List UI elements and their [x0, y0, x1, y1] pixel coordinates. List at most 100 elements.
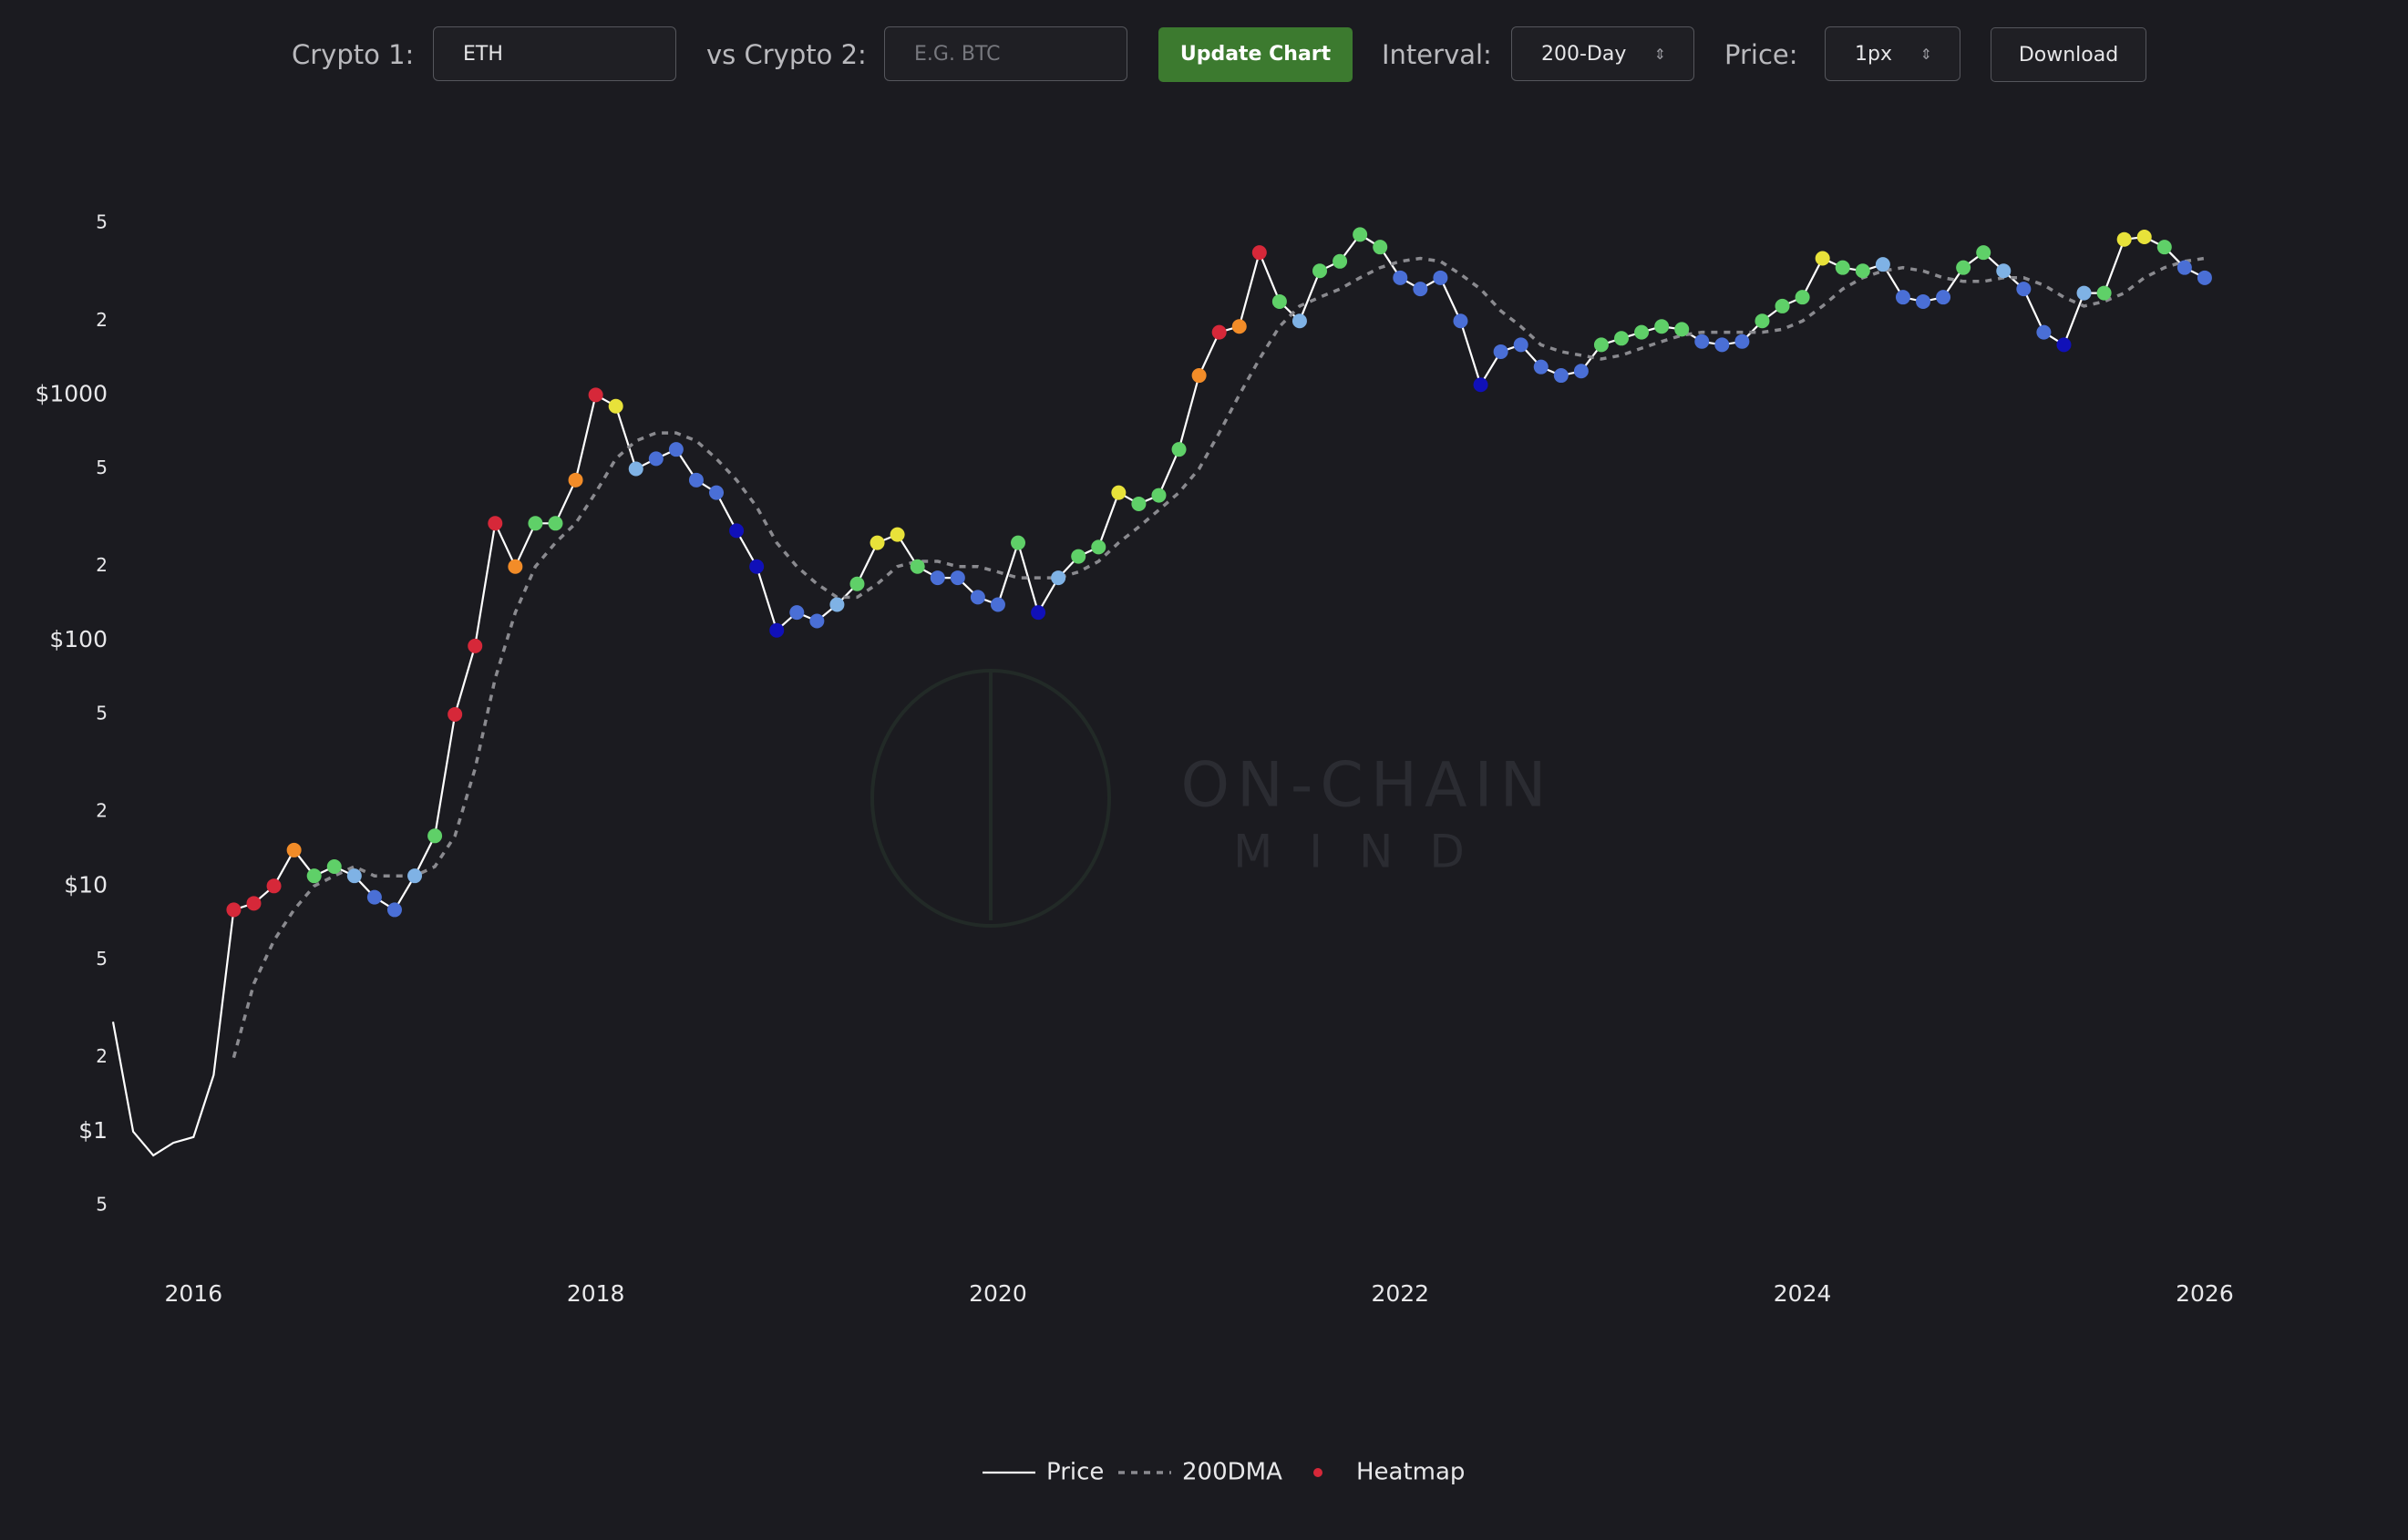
- y-tick-label: $1: [78, 1117, 108, 1144]
- heatmap-dot: [870, 535, 885, 550]
- legend-label: 200DMA: [1182, 1459, 1282, 1486]
- heatmap-dot: [1654, 319, 1670, 334]
- y-tick-label: 5: [96, 702, 108, 724]
- heatmap-dot: [1815, 251, 1830, 266]
- y-tick-label: 5: [96, 457, 108, 478]
- heatmap-dot: [729, 523, 745, 539]
- heatmap-dot: [910, 559, 925, 574]
- heatmap-dot: [1091, 539, 1106, 555]
- watermark-text: MIND: [1233, 826, 1501, 878]
- heatmap-dot: [1151, 488, 1167, 503]
- heatmap-dot: [427, 828, 443, 844]
- heatmap-dot: [1996, 263, 2012, 279]
- select-arrow: ⇕: [1919, 46, 1932, 63]
- price-select[interactable]: 1px ⇕: [1825, 26, 1960, 81]
- heatmap-dot: [1513, 337, 1528, 353]
- heatmap-dot: [628, 461, 643, 477]
- heatmap-dot: [386, 902, 402, 918]
- heatmap-dot: [2176, 260, 2192, 275]
- heatmap-dot: [1573, 364, 1589, 379]
- heatmap-dot: [1956, 260, 1971, 275]
- heatmap-dot: [769, 622, 785, 638]
- y-tick-label: $100: [49, 626, 108, 652]
- watermark-text: ON-CHAIN: [1181, 750, 1554, 822]
- heatmap-dot: [1333, 253, 1348, 269]
- heatmap-dot: [306, 868, 322, 884]
- heatmap-dot: [346, 868, 362, 884]
- heatmap-dot: [2056, 337, 2072, 353]
- heatmap-dot: [1373, 240, 1388, 255]
- heatmap-dot: [668, 442, 684, 457]
- heatmap-dot: [1855, 263, 1870, 279]
- heatmap-dot: [1755, 313, 1770, 329]
- download-button[interactable]: Download: [1991, 27, 2146, 82]
- heatmap-dot: [1593, 337, 1609, 353]
- heatmap-dot: [1674, 322, 1690, 337]
- heatmap-dot: [1493, 344, 1508, 359]
- heatmap-dot: [508, 559, 523, 574]
- heatmap-dot: [1131, 496, 1147, 511]
- heatmap-dot: [1795, 290, 1810, 305]
- select-value: 200-Day: [1541, 43, 1627, 66]
- heatmap-dot: [1191, 368, 1207, 384]
- heatmap-dot: [1011, 535, 1026, 550]
- interval-select[interactable]: 200-Day ⇕: [1511, 26, 1694, 81]
- heatmap-dot: [1895, 290, 1910, 305]
- heatmap-dot: [266, 878, 282, 894]
- heatmap-dot: [448, 706, 463, 722]
- y-tick-label: 5: [96, 948, 108, 970]
- x-tick-label: 2016: [164, 1280, 222, 1307]
- heatmap-dot: [1916, 293, 1931, 309]
- heatmap-dot: [1031, 605, 1046, 621]
- y-tick-label: 2: [96, 800, 108, 822]
- heatmap-dot: [1835, 260, 1850, 275]
- heatmap-dot: [709, 485, 725, 500]
- x-tick-label: 2020: [969, 1280, 1027, 1307]
- y-tick-label: 5: [96, 1193, 108, 1215]
- heatmap-dot: [1533, 359, 1549, 375]
- heatmap-dot: [970, 590, 985, 605]
- heatmap-dot: [246, 896, 262, 911]
- heatmap-dot: [1111, 485, 1127, 500]
- y-tick-label: $10: [64, 871, 108, 898]
- label: Interval:: [1382, 39, 1492, 70]
- heatmap-dot: [1433, 270, 1448, 285]
- heatmap-dot: [2156, 240, 2172, 255]
- x-tick-label: 2024: [1774, 1280, 1832, 1307]
- heatmap-dot: [1634, 324, 1650, 340]
- heatmap-dot: [1614, 331, 1630, 346]
- heatmap-dot: [1312, 263, 1328, 279]
- heatmap-dot: [688, 472, 704, 488]
- heatmap-dot: [1473, 377, 1488, 393]
- heatmap-dot: [488, 516, 503, 531]
- heatmap-dot: [366, 889, 382, 905]
- y-tick-label: $1000: [35, 380, 108, 406]
- update-button[interactable]: Update Chart: [1158, 27, 1353, 82]
- heatmap-dot: [568, 472, 583, 488]
- dma-line: [232, 256, 2206, 1059]
- heatmap-dot: [749, 559, 765, 574]
- text-input[interactable]: E.G. BTC: [884, 26, 1127, 81]
- heatmap-dot: [1051, 570, 1066, 586]
- heatmap-dot: [468, 638, 483, 653]
- heatmap-dot: [1271, 293, 1287, 309]
- label: vs Crypto 2:: [706, 39, 867, 70]
- heatmap-dot: [1353, 227, 1368, 242]
- heatmap-dot: [1211, 324, 1227, 340]
- heatmap-dot: [407, 868, 423, 884]
- label: Crypto 1:: [292, 39, 415, 70]
- heatmap-dot: [2136, 230, 2152, 245]
- heatmap-dot: [930, 570, 945, 586]
- heatmap-dot: [1251, 245, 1267, 261]
- heatmap-dot: [648, 451, 664, 467]
- heatmap-dot: [1976, 245, 1991, 261]
- heatmap-dot: [1453, 313, 1468, 329]
- legend-marker: [1313, 1468, 1322, 1477]
- x-tick-label: 2018: [567, 1280, 625, 1307]
- text-input[interactable]: ETH: [433, 26, 676, 81]
- label: Price:: [1724, 39, 1798, 70]
- heatmap-dot: [1694, 334, 1710, 349]
- heatmap-dot: [1071, 549, 1086, 564]
